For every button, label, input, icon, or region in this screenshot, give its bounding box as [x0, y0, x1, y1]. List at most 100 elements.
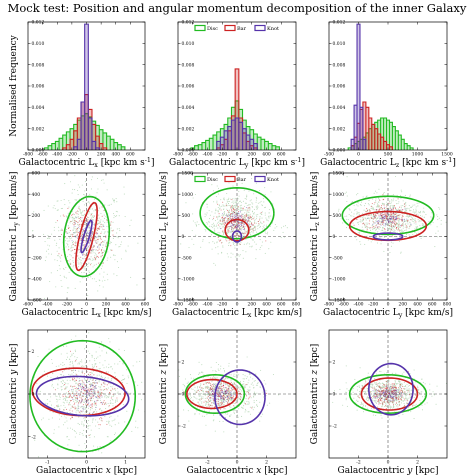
y-tick-label: 0.010: [32, 41, 45, 47]
ellipse-knot: [372, 232, 404, 241]
hist-bar-knot: [354, 105, 358, 150]
legend: Disc Bar Knot: [194, 175, 279, 183]
y-tick-label: 500: [333, 213, 342, 219]
y-tick-label: 0.000: [333, 148, 346, 154]
hist-bar-disc: [238, 109, 243, 150]
x-tick-label: -200: [217, 302, 227, 308]
hist-bar-bar: [359, 109, 363, 150]
hist-bar-disc: [201, 142, 206, 150]
hist-bar-bar: [224, 139, 228, 150]
hist-bar-disc: [380, 118, 384, 150]
legend-swatch-knot: [254, 175, 266, 183]
hist-bar-disc: [365, 132, 369, 150]
hist-bar-knot: [84, 24, 89, 150]
ellipse-bar: [186, 378, 238, 410]
scatter-cloud: [329, 175, 447, 254]
hist-bar-disc: [268, 143, 273, 150]
hist-bar-disc: [235, 100, 239, 150]
y-tick-label: 0: [333, 392, 336, 398]
hist-bar-disc: [395, 130, 399, 150]
hist-bar-disc: [410, 147, 414, 150]
hist-bar-disc: [351, 145, 355, 150]
x-tick-label: 200: [97, 152, 106, 158]
x-tick-label: -200: [368, 302, 378, 308]
hist-bar-knot: [73, 146, 78, 150]
y-tick-label: 0.004: [182, 105, 195, 111]
y-axis-label: Galactocentric y [kpc]: [9, 344, 19, 445]
y-tick-label: 0: [182, 234, 185, 240]
figure-title: Mock test: Position and angular momentum…: [8, 1, 467, 15]
hist-bar-disc: [392, 126, 396, 150]
hist-bar-knot: [351, 139, 355, 150]
y-tick-label: 2: [182, 360, 185, 366]
hist-bar-disc: [66, 131, 71, 150]
hist-bar-disc: [374, 122, 378, 150]
y-tick-label: 0.004: [32, 105, 45, 111]
x-tick-label: 0: [85, 460, 88, 466]
hist-lz-panel: -500 0 500 1000 1500 0.000 0.002 0.004 0.006 0.00…: [320, 20, 456, 169]
legend-swatch-bar: [224, 175, 236, 183]
hist-bar-bar: [235, 68, 239, 150]
x-tick-label: 2: [416, 460, 419, 466]
scatter-x-y-panel: -1 0 1 -2 0 2 Galactocentric x [kpc] Galactocen…: [9, 329, 146, 475]
y-tick-label: -500: [182, 255, 192, 261]
y-axis-label: Galactocentric Ly [kpc km/s]: [9, 172, 20, 302]
hist-bar-bar: [84, 94, 89, 150]
hist-bar-disc: [95, 125, 100, 150]
x-tick-label: -800: [173, 302, 183, 308]
scatter-cloud: [31, 330, 145, 458]
hist-bar-disc: [224, 124, 228, 150]
y-tick-label: 0.002: [32, 126, 45, 132]
hist-bar-bar: [99, 143, 103, 150]
hist-bar-bar: [389, 146, 393, 150]
hist-bar-knot: [77, 139, 82, 150]
y-tick-label: -400: [32, 276, 42, 282]
x-tick-label: 1500: [441, 152, 453, 158]
hist-bar-disc: [77, 120, 82, 150]
x-axis-label: Galactocentric Lx [kpc km/s]: [22, 308, 152, 319]
x-tick-label: -600: [188, 152, 198, 158]
hist-bar-knot: [231, 120, 236, 150]
y-tick-label: 0.010: [182, 41, 195, 47]
hist-bar-disc: [407, 145, 411, 150]
y-tick-label: 0: [333, 234, 336, 240]
y-axis-label: Galactocentric z [kpc]: [310, 344, 320, 445]
x-tick-label: -800: [173, 152, 183, 158]
x-tick-label: 600: [277, 302, 286, 308]
hist-bar-bar: [377, 134, 381, 150]
x-tick-label: 200: [247, 152, 256, 158]
legend-label-disc: Disc: [207, 177, 218, 183]
hist-bar-bar: [77, 118, 82, 150]
y-tick-label: 0.000: [32, 148, 45, 154]
hist-bar-disc: [275, 146, 280, 150]
hist-bar-bar: [216, 147, 221, 150]
ellipse-disc: [184, 373, 246, 415]
x-tick-label: -600: [38, 152, 48, 158]
hist-bar-knot: [91, 141, 96, 150]
x-tick-label: -200: [67, 152, 77, 158]
hist-bar-knot: [238, 122, 243, 150]
hist-bar-disc: [260, 139, 265, 150]
y-tick-label: 0.006: [32, 84, 45, 90]
hist-bar-disc: [354, 143, 358, 150]
hist-bar-disc: [110, 139, 114, 150]
hist-bar-bar: [102, 147, 107, 150]
x-axis-label: Galactocentric Ly [kpc km s-1]: [169, 157, 305, 169]
hist-bar-knot: [253, 143, 258, 150]
scatter-cloud: [180, 178, 288, 266]
hist-bar-disc: [362, 137, 366, 150]
hist-bar-bar: [368, 118, 372, 150]
hist-bar-bar: [73, 130, 78, 150]
y-tick-label: -1000: [333, 276, 346, 282]
x-tick-label: 400: [413, 302, 422, 308]
ellipse-knot: [35, 375, 130, 417]
y-tick-label: 500: [182, 213, 191, 219]
x-tick-label: 600: [277, 152, 286, 158]
hist-bar-bar: [253, 147, 258, 150]
hist-bar-bar: [231, 115, 236, 150]
x-tick-label: 2: [265, 460, 268, 466]
scatter-lx-lz-panel: -800 -600 -400 -200 0 200 400 600 800 -1500 -1000 -…: [159, 171, 302, 319]
x-tick-label: -400: [202, 152, 212, 158]
